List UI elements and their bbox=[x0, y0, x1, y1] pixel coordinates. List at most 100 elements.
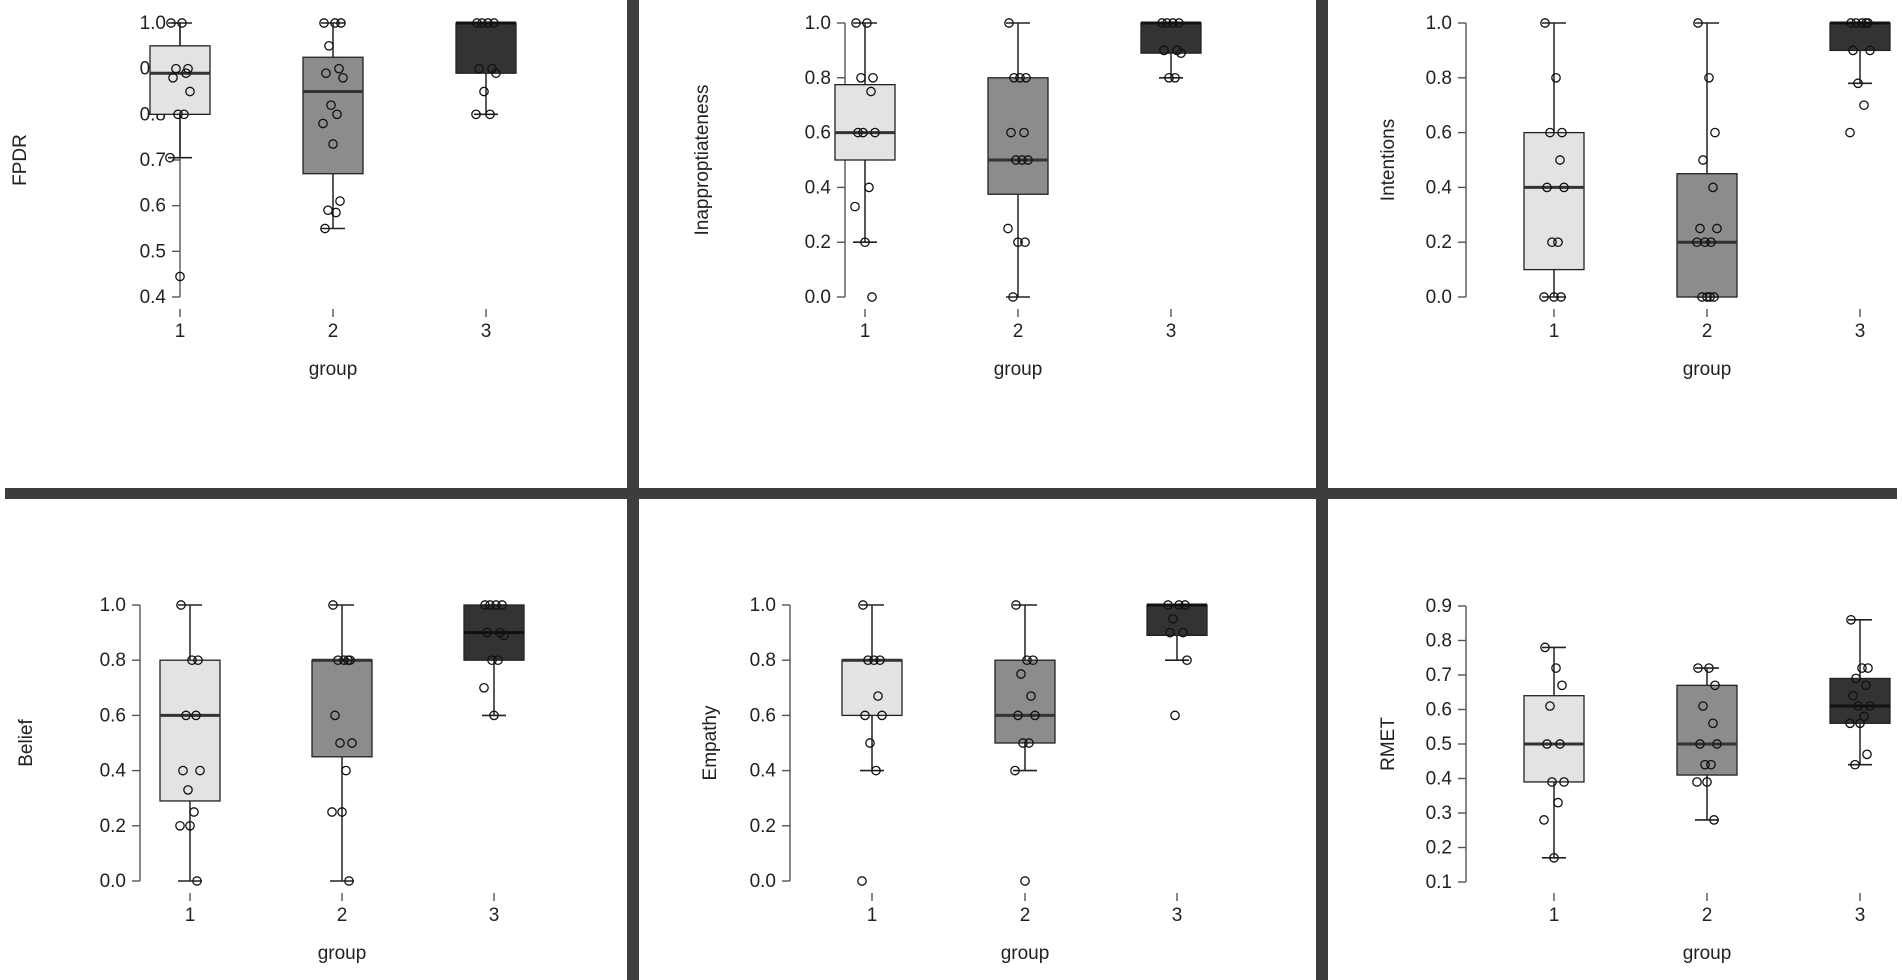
data-point bbox=[1861, 680, 1871, 691]
data-point bbox=[1848, 690, 1858, 701]
data-point bbox=[864, 182, 874, 193]
data-point bbox=[324, 40, 334, 51]
data-point bbox=[330, 18, 340, 28]
data-point bbox=[1016, 669, 1026, 679]
data-point bbox=[179, 109, 189, 120]
data-point bbox=[1865, 701, 1875, 711]
panel-belief: 0.0 0.2 0.4 0.6 0.8 1.0 Belief 1 2 3 group bbox=[16, 595, 525, 964]
data-point bbox=[491, 600, 501, 610]
panel-rmet: 0.1 0.2 0.3 0.4 0.5 0.6 0.7 0.8 0.9 RMET 1 2 3 group bbox=[1378, 596, 1891, 964]
data-point bbox=[320, 223, 330, 234]
y-tick-label: 0.2 bbox=[1426, 838, 1452, 859]
data-point bbox=[1692, 777, 1702, 787]
data-point bbox=[1013, 237, 1023, 248]
data-point bbox=[189, 807, 199, 817]
data-point bbox=[1702, 777, 1712, 787]
data-point bbox=[1022, 655, 1032, 666]
data-point bbox=[1862, 749, 1872, 760]
data-point bbox=[319, 18, 329, 28]
box-body bbox=[1140, 22, 1202, 54]
data-point bbox=[1013, 710, 1023, 721]
x-tick-label: 1 bbox=[867, 905, 878, 926]
data-point bbox=[856, 72, 866, 83]
data-point bbox=[871, 765, 881, 776]
data-point bbox=[1706, 759, 1716, 770]
data-point bbox=[335, 196, 345, 206]
data-point bbox=[1545, 701, 1555, 711]
y-tick-label: 0.7 bbox=[1426, 665, 1452, 686]
box-body bbox=[1523, 695, 1585, 783]
data-point bbox=[858, 127, 868, 138]
box-group-2 bbox=[1676, 663, 1738, 825]
data-point bbox=[175, 271, 185, 282]
panel-dividers bbox=[5, 0, 1897, 980]
data-point bbox=[344, 876, 354, 886]
data-point bbox=[1693, 18, 1703, 28]
data-point bbox=[1542, 182, 1552, 193]
data-point bbox=[1555, 739, 1565, 749]
data-point bbox=[1693, 663, 1703, 673]
x-tick-label: 3 bbox=[481, 321, 492, 342]
y-tick-label: 0.4 bbox=[100, 761, 127, 782]
data-point bbox=[1709, 815, 1719, 825]
data-point bbox=[191, 710, 201, 721]
y-tick-label: 0.6 bbox=[1426, 123, 1452, 144]
data-point bbox=[471, 109, 481, 120]
data-point bbox=[181, 68, 191, 79]
y-tick-label: 1.0 bbox=[750, 595, 776, 616]
data-point bbox=[860, 237, 870, 248]
divider-horizontal bbox=[5, 488, 1897, 499]
box-body bbox=[834, 84, 896, 161]
data-point bbox=[1704, 72, 1714, 83]
box-body bbox=[1676, 173, 1738, 298]
data-point bbox=[474, 63, 484, 74]
data-point bbox=[1174, 600, 1184, 610]
y-tick-label: 1.0 bbox=[1426, 13, 1452, 34]
box-group-2 bbox=[311, 600, 373, 886]
data-point bbox=[1845, 127, 1855, 138]
data-point bbox=[489, 710, 499, 721]
data-point bbox=[1559, 182, 1569, 193]
data-point bbox=[1553, 237, 1563, 248]
data-point bbox=[171, 63, 181, 74]
y-tick-label: 0.6 bbox=[140, 196, 166, 217]
data-point bbox=[1857, 663, 1867, 673]
data-point bbox=[1848, 45, 1858, 56]
data-point bbox=[875, 655, 885, 666]
data-point bbox=[1030, 710, 1040, 721]
data-point bbox=[1850, 759, 1860, 770]
y-tick-label: 0.3 bbox=[1426, 803, 1452, 824]
data-point bbox=[1011, 600, 1021, 610]
data-point bbox=[168, 72, 178, 83]
box-group-1 bbox=[1523, 18, 1585, 302]
data-point bbox=[1851, 673, 1861, 684]
data-point bbox=[1020, 876, 1030, 886]
data-point bbox=[1009, 72, 1019, 83]
box-group-2 bbox=[302, 18, 364, 234]
data-point bbox=[347, 738, 357, 748]
box-group-3 bbox=[1829, 614, 1891, 770]
data-point bbox=[1559, 777, 1569, 787]
data-point bbox=[333, 655, 343, 666]
data-point bbox=[1846, 18, 1856, 28]
data-point bbox=[1540, 642, 1550, 653]
box-body bbox=[1676, 684, 1738, 776]
x-tick-label: 1 bbox=[1549, 905, 1560, 926]
data-point bbox=[318, 118, 328, 129]
data-point bbox=[177, 18, 187, 28]
box-body bbox=[455, 22, 517, 74]
data-point bbox=[1708, 182, 1718, 193]
data-point bbox=[1180, 600, 1190, 610]
data-point bbox=[192, 876, 202, 886]
data-point bbox=[195, 765, 205, 776]
data-point bbox=[1709, 292, 1719, 302]
data-point bbox=[499, 630, 509, 641]
data-point bbox=[1865, 45, 1875, 56]
data-point bbox=[343, 655, 353, 666]
box-group-3 bbox=[1146, 600, 1208, 721]
box-group-1 bbox=[841, 600, 903, 886]
data-point bbox=[334, 63, 344, 74]
data-point bbox=[332, 109, 342, 120]
y-tick-label: 0.0 bbox=[1426, 287, 1452, 308]
